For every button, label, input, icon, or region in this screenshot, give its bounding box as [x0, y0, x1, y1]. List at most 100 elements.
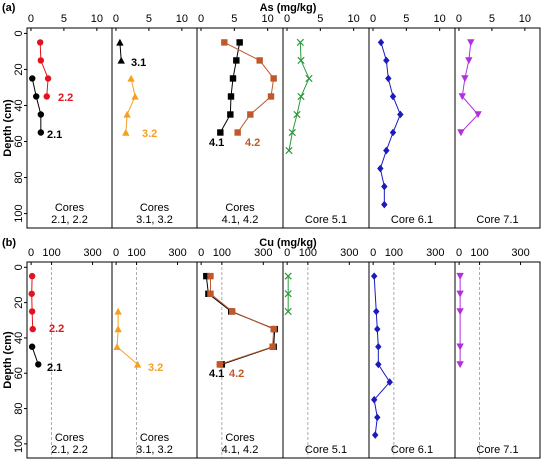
- y-tick-label: 20: [13, 63, 25, 75]
- marker: [221, 39, 228, 46]
- series-line: [205, 276, 276, 365]
- marker: [383, 146, 390, 155]
- marker: [267, 93, 275, 100]
- marker: [456, 272, 464, 280]
- panel-label: 2.1, 2.2: [51, 444, 88, 456]
- marker: [474, 111, 482, 119]
- marker: [207, 290, 214, 297]
- series-line: [39, 42, 49, 97]
- x-tick-label: 0: [370, 13, 376, 25]
- y-axis-label: Depth (cm): [2, 99, 14, 157]
- panel-label: Core 5.1: [305, 444, 347, 456]
- x-tick-label: 100: [385, 247, 403, 259]
- series-label: 3.2: [142, 128, 157, 140]
- panel-frame: [282, 27, 370, 229]
- marker: [114, 325, 122, 333]
- marker: [284, 272, 292, 280]
- marker: [113, 343, 121, 350]
- panel-label: Cores: [225, 432, 255, 444]
- panel-label: Cores: [225, 202, 255, 214]
- x-tick-label: 100: [470, 247, 488, 259]
- y-tick-label: 60: [13, 135, 25, 147]
- x-tick-label: 10: [176, 13, 188, 25]
- y-tick-label: 0: [13, 30, 25, 36]
- panel-label: Core 7.1: [476, 214, 518, 226]
- chart-title: As (mg/kg): [260, 2, 317, 14]
- series-label: 2.1: [47, 362, 62, 374]
- y-tick-label: 100: [13, 435, 25, 453]
- x-tick-label: 0: [198, 247, 204, 259]
- panel-frame: [368, 27, 456, 229]
- x-tick-label: 300: [340, 247, 358, 259]
- panel-frame: [111, 261, 198, 459]
- marker: [28, 272, 36, 280]
- x-tick-label: 5: [146, 13, 152, 25]
- marker: [233, 57, 240, 64]
- series-label: 4.1: [209, 368, 224, 380]
- marker: [297, 56, 305, 65]
- x-tick-label: 10: [519, 13, 531, 25]
- series-line: [219, 42, 241, 133]
- marker: [37, 129, 45, 136]
- marker: [269, 343, 276, 350]
- marker: [234, 129, 241, 136]
- marker: [385, 74, 392, 83]
- x-tick-label: 0: [456, 247, 462, 259]
- marker: [203, 272, 210, 280]
- marker: [270, 75, 277, 82]
- marker: [456, 343, 464, 351]
- marker: [28, 343, 36, 350]
- y-axis-label: Depth (cm): [2, 331, 14, 389]
- panel-label: Cores: [55, 432, 85, 444]
- marker: [43, 93, 50, 100]
- x-tick-label: 0: [28, 247, 34, 259]
- marker: [127, 74, 135, 82]
- series-line: [460, 42, 479, 133]
- marker: [37, 57, 45, 64]
- x-tick-label: 300: [168, 247, 186, 259]
- marker: [29, 75, 36, 82]
- y-tick-label: 80: [13, 171, 25, 183]
- marker: [229, 75, 237, 82]
- marker: [247, 111, 254, 118]
- panel-label: 3.1, 3.2: [136, 444, 173, 456]
- series-label: 2.1: [47, 129, 62, 141]
- marker: [465, 57, 473, 65]
- x-tick-label: 300: [511, 247, 529, 259]
- panel-frame: [454, 261, 541, 459]
- marker: [458, 93, 466, 101]
- panel-letter: (b): [2, 237, 16, 249]
- panel-frame: [282, 261, 370, 459]
- series-label: 2.2: [58, 92, 73, 104]
- panel-frame: [368, 261, 456, 459]
- series-label: 4.1: [209, 137, 224, 149]
- marker: [372, 431, 379, 439]
- marker: [284, 307, 292, 316]
- marker: [270, 325, 277, 333]
- panel-label: 3.1, 3.2: [136, 214, 173, 226]
- marker: [374, 413, 381, 422]
- marker: [227, 93, 235, 100]
- x-tick-label: 0: [284, 247, 290, 259]
- y-tick-label: 0: [13, 264, 25, 270]
- x-tick-label: 0: [198, 13, 204, 25]
- marker: [375, 360, 382, 369]
- series-label: 3.2: [148, 362, 163, 374]
- marker: [381, 200, 388, 209]
- marker: [236, 39, 243, 46]
- marker: [216, 361, 223, 368]
- marker: [293, 110, 301, 119]
- series-label: 2.2: [49, 323, 64, 335]
- y-tick-label: 20: [13, 296, 25, 308]
- marker: [386, 378, 393, 386]
- marker: [456, 290, 464, 298]
- y-tick-label: 40: [13, 332, 25, 344]
- x-tick-label: 300: [83, 247, 101, 259]
- x-tick-label: 10: [91, 13, 103, 25]
- x-tick-label: 0: [113, 13, 119, 25]
- marker: [397, 110, 404, 119]
- marker: [456, 361, 464, 369]
- panel-label: 2.1, 2.2: [51, 214, 88, 226]
- marker: [36, 39, 44, 46]
- marker: [389, 128, 397, 137]
